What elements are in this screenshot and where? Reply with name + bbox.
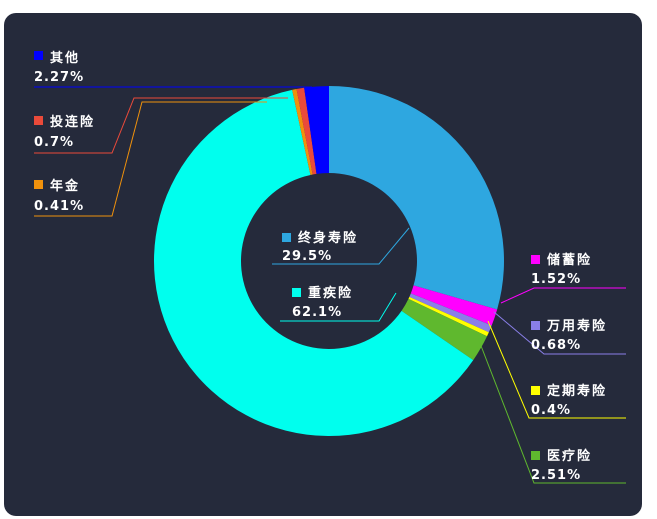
slice-2: [409, 293, 492, 333]
slice-label-0: 终身寿险: [298, 230, 358, 246]
leader-line-7: [34, 97, 288, 154]
leader-line-5: [280, 292, 397, 322]
slice-6: [292, 89, 313, 175]
chart-panel: 终身寿险 29.5% 储蓄险 1.52% 万用寿险 0.68% 定期寿险 0.4% 医疗险 2.5…: [4, 13, 642, 516]
leader-line-3: [487, 320, 626, 419]
donut-chart: 终身寿险 29.5% 储蓄险 1.52% 万用寿险 0.68% 定期寿险 0.4% 医疗险 2.5…: [34, 50, 626, 484]
slice-5: [153, 89, 474, 437]
leader-line-0: [272, 227, 410, 265]
donut-slices: [153, 86, 504, 437]
slice-labels: 终身寿险 29.5% 储蓄险 1.52% 万用寿险 0.68% 定期寿险 0.4% 医疗险 2.5…: [34, 50, 607, 483]
slice-0: [329, 86, 504, 310]
legend-swatch-1: [531, 255, 540, 264]
slice-7: [296, 87, 317, 175]
leader-line-1: [500, 287, 626, 304]
slice-1: [410, 285, 498, 326]
legend-swatch-3: [531, 386, 540, 395]
legend-swatch-0: [282, 233, 291, 242]
legend-swatch-6: [34, 180, 43, 189]
slice-4: [401, 298, 488, 361]
slice-label-6: 年金: [50, 178, 80, 194]
slice-label-5: 重疾险: [308, 285, 353, 301]
legend-swatch-4: [531, 451, 540, 460]
slice-value-3: 0.4%: [531, 403, 571, 418]
slice-3: [408, 296, 489, 337]
slice-label-8: 其他: [50, 50, 80, 66]
slice-label-4: 医疗险: [547, 448, 592, 464]
slice-value-0: 29.5%: [282, 249, 332, 264]
slice-label-1: 储蓄险: [546, 252, 592, 268]
slice-value-8: 2.27%: [34, 70, 84, 85]
leader-lines: [34, 86, 626, 484]
legend-swatch-2: [531, 321, 540, 330]
slice-label-2: 万用寿险: [546, 318, 607, 334]
leader-line-4: [477, 337, 626, 484]
slice-value-5: 62.1%: [292, 305, 342, 320]
slice-value-2: 0.68%: [531, 338, 581, 353]
leader-line-2: [493, 311, 626, 355]
slice-value-7: 0.7%: [34, 135, 74, 150]
legend-swatch-7: [34, 116, 43, 125]
slice-value-4: 2.51%: [531, 468, 581, 483]
slice-label-7: 投连险: [50, 114, 95, 130]
slice-8: [304, 86, 329, 174]
legend-swatch-5: [292, 288, 301, 297]
leader-line-6: [34, 101, 267, 217]
slice-value-1: 1.52%: [531, 272, 581, 287]
slice-label-3: 定期寿险: [546, 383, 607, 399]
legend-swatch-8: [34, 51, 43, 60]
slice-value-6: 0.41%: [34, 199, 84, 214]
